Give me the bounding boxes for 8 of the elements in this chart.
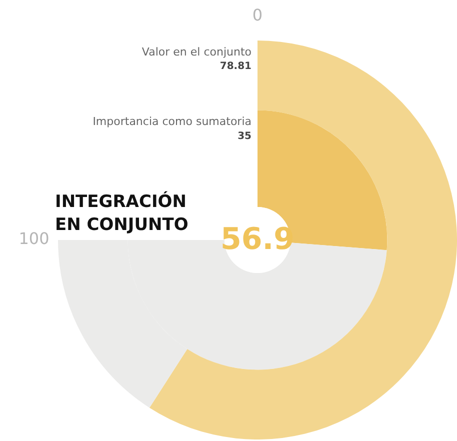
category-label: Importancia como sumatoria bbox=[92, 115, 252, 128]
text: 0 bbox=[252, 6, 263, 25]
text: INTEGRACIÓN EN CONJUNTO bbox=[55, 191, 188, 235]
category-label: Valor en el conjunto bbox=[142, 45, 252, 58]
text: 100 bbox=[18, 229, 50, 248]
data-label: 78.81 bbox=[220, 61, 252, 72]
text: 56.9 bbox=[220, 222, 295, 257]
data-label: 35 bbox=[238, 130, 252, 142]
